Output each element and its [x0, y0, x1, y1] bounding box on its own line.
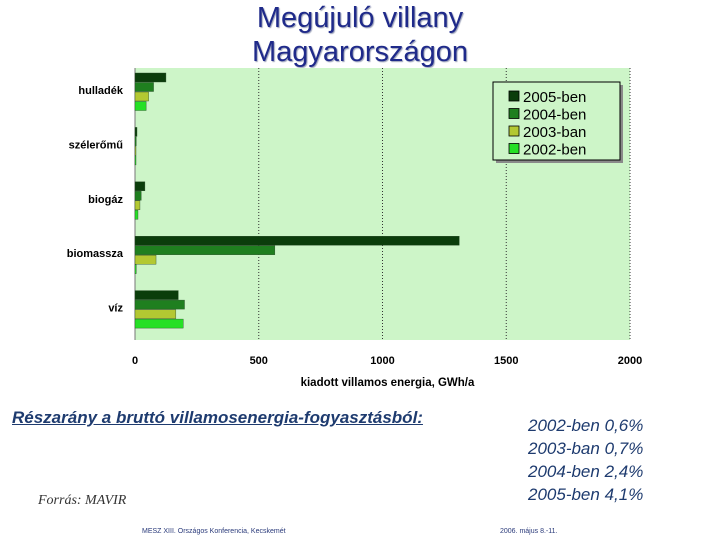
share-2003: 2003-ban 0,7%: [528, 439, 644, 458]
bar-2-3: [134, 210, 139, 220]
bar-3-3: [134, 264, 137, 274]
category-label: szélerőmű: [69, 139, 124, 151]
footer-date: 2006. május 8.-11.: [500, 528, 558, 535]
x-tick-label: 2000: [618, 355, 642, 367]
bar-1-2: [134, 146, 137, 156]
legend-swatch: [508, 125, 520, 137]
bar-0-0: [134, 72, 167, 83]
legend-label: 2004-ben: [523, 107, 586, 124]
category-label: biomassza: [67, 248, 124, 260]
x-tick-label: 500: [250, 355, 268, 367]
bar-1-1: [134, 136, 137, 147]
share-list: 2002-ben 0,6% 2003-ban 0,7% 2004-ben 2,4…: [528, 414, 643, 506]
x-tick-label: 0: [132, 355, 138, 367]
bar-1-0: [134, 127, 138, 137]
bar-0-1: [134, 82, 154, 92]
bar-chart: hulladék szélerőmű biogáz biomassza víz 0 500 1…: [67, 68, 642, 389]
category-label: víz: [108, 303, 123, 315]
share-2002: 2002-ben 0,6%: [528, 416, 644, 435]
bar-2-2: [134, 200, 141, 211]
bar-3-2: [134, 254, 157, 265]
bar-2-1: [134, 191, 142, 201]
bar-4-0: [134, 290, 179, 300]
legend-swatch: [508, 108, 520, 119]
legend-swatch: [508, 143, 520, 154]
bar-4-3: [134, 318, 184, 329]
legend-label: 2002-ben: [523, 142, 586, 159]
legend-swatch: [508, 90, 520, 102]
slide-title-line1: Megújuló villany: [256, 2, 464, 34]
share-2004: 2004-ben 2,4%: [528, 462, 644, 481]
x-tick-label: 1000: [370, 355, 394, 367]
bar-3-0: [134, 235, 460, 246]
bar-3-1: [134, 245, 276, 255]
share-label: Részarány a bruttó villamosenergia-fogya…: [12, 408, 423, 427]
x-tick-label: 1500: [494, 355, 518, 367]
category-label: hulladék: [78, 85, 124, 97]
bar-0-3: [134, 101, 147, 111]
legend-label: 2003-ban: [523, 124, 586, 141]
bar-4-1: [134, 299, 185, 310]
legend-label: 2005-ben: [523, 89, 586, 106]
bar-0-2: [134, 91, 149, 102]
bar-4-2: [134, 309, 177, 319]
footer-conference: MESZ XIII. Országos Konferencia, Kecskem…: [142, 528, 286, 535]
bar-1-3: [134, 155, 137, 166]
x-axis-title: kiadott villamos energia, GWh/a: [301, 377, 475, 389]
share-2005: 2005-ben 4,1%: [528, 485, 644, 504]
category-label: biogáz: [88, 194, 123, 206]
bar-2-0: [134, 181, 146, 192]
source-note: Forrás: MAVIR: [38, 493, 127, 508]
slide-title-line2: Magyarországon: [252, 36, 468, 68]
